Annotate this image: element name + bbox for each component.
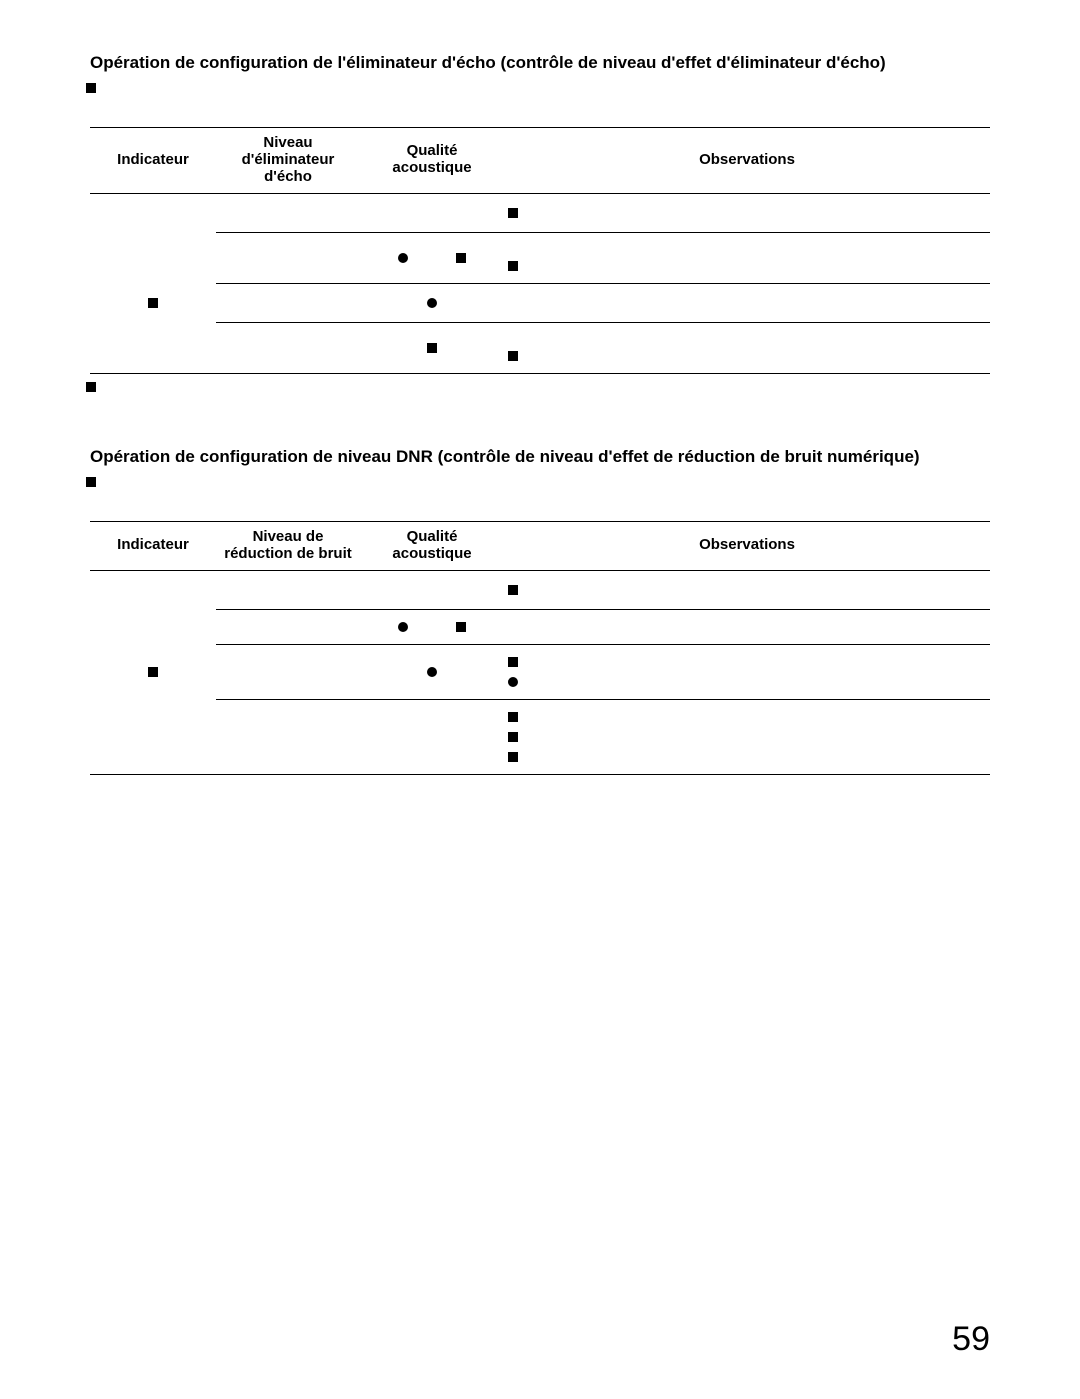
table-echo: Indicateur Niveau d'éliminateur d'écho Q… <box>90 127 990 374</box>
th-observations-2: Observations <box>504 521 990 570</box>
table-row <box>90 570 990 609</box>
square-mark-icon <box>508 712 518 722</box>
table-row <box>90 609 990 644</box>
th-qualite-1: Qualité acoustique <box>360 127 504 193</box>
square-mark-icon <box>508 752 518 762</box>
circle-mark-icon <box>508 677 518 687</box>
table-row <box>90 283 990 322</box>
square-mark-icon <box>508 732 518 742</box>
square-mark-icon <box>148 298 158 308</box>
square-mark-icon <box>508 208 518 218</box>
table-row <box>90 644 990 699</box>
circle-mark-icon <box>398 253 408 263</box>
section1-end-bullet <box>86 378 990 396</box>
th-indicateur-1: Indicateur <box>90 127 216 193</box>
th-niveau-2: Niveau de réduction de bruit <box>216 521 360 570</box>
th-niveau-1: Niveau d'éliminateur d'écho <box>216 127 360 193</box>
table-row <box>90 232 990 283</box>
square-mark-icon <box>456 622 466 632</box>
table-row <box>90 322 990 373</box>
square-mark-icon <box>148 667 158 677</box>
square-mark-icon <box>508 585 518 595</box>
circle-mark-icon <box>398 622 408 632</box>
square-mark-icon <box>456 253 466 263</box>
section2-bullet <box>86 473 990 491</box>
section1-bullet <box>86 79 990 97</box>
table-row <box>90 193 990 232</box>
table-row <box>90 699 990 774</box>
circle-mark-icon <box>427 667 437 677</box>
square-mark-icon <box>427 343 437 353</box>
section1-title: Opération de configuration de l'éliminat… <box>90 52 990 75</box>
table-dnr: Indicateur Niveau de réduction de bruit … <box>90 521 990 775</box>
square-mark-icon <box>508 261 518 271</box>
section2-title: Opération de configuration de niveau DNR… <box>90 446 990 469</box>
page-number: 59 <box>952 1320 990 1359</box>
th-qualite-2: Qualité acoustique <box>360 521 504 570</box>
th-indicateur-2: Indicateur <box>90 521 216 570</box>
th-observations-1: Observations <box>504 127 990 193</box>
square-mark-icon <box>508 351 518 361</box>
circle-mark-icon <box>427 298 437 308</box>
square-mark-icon <box>508 657 518 667</box>
